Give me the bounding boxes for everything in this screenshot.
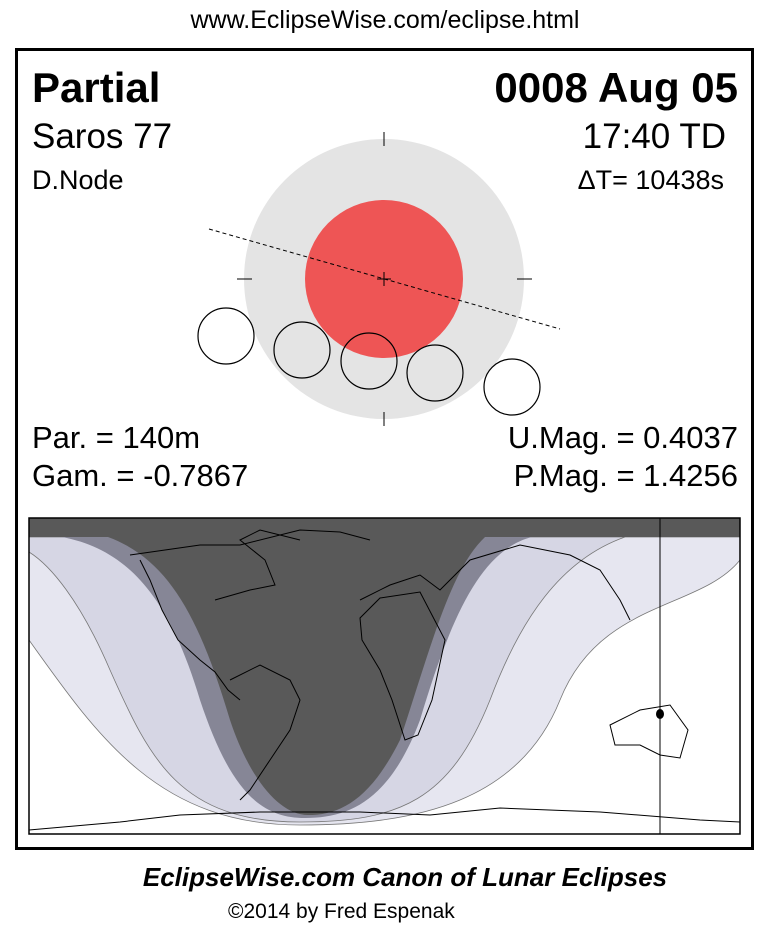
footer-title: EclipseWise.com Canon of Lunar Eclipses <box>142 862 668 892</box>
moon-p1 <box>197 307 255 365</box>
gamma-value: Gam. = -0.7867 <box>32 458 249 493</box>
eclipse-type: Partial <box>32 64 161 111</box>
eclipse-panel-frame <box>15 48 754 850</box>
source-url: www.EclipseWise.com/eclipse.html <box>190 6 580 34</box>
footer-copyright: ©2014 by Fred Espenak <box>228 900 455 923</box>
node-label: D.Node <box>32 165 124 195</box>
eclipse-date: 0008 Aug 05 <box>494 64 738 111</box>
delta-t: ΔT= 10438s <box>577 165 724 195</box>
moon-p4 <box>483 358 541 416</box>
visibility-map <box>28 517 741 835</box>
penumbral-magnitude: P.Mag. = 1.4256 <box>513 458 738 493</box>
moon-greatest <box>340 332 398 390</box>
coastlines <box>29 529 740 831</box>
greatest-eclipse-point <box>656 709 664 719</box>
moon-positions <box>197 307 541 416</box>
moon-u1 <box>273 321 331 379</box>
saros-number: Saros 77 <box>32 117 173 156</box>
partial-duration: Par. = 140m <box>32 420 201 455</box>
eclipse-time: 17:40 TD <box>582 117 726 156</box>
night-strip <box>29 518 740 537</box>
total-visible-zone <box>108 537 485 815</box>
ecliptic-path-line <box>208 228 561 330</box>
umbral-magnitude: U.Mag. = 0.4037 <box>507 420 738 455</box>
map-border <box>28 517 741 835</box>
moon-u4 <box>406 344 464 402</box>
